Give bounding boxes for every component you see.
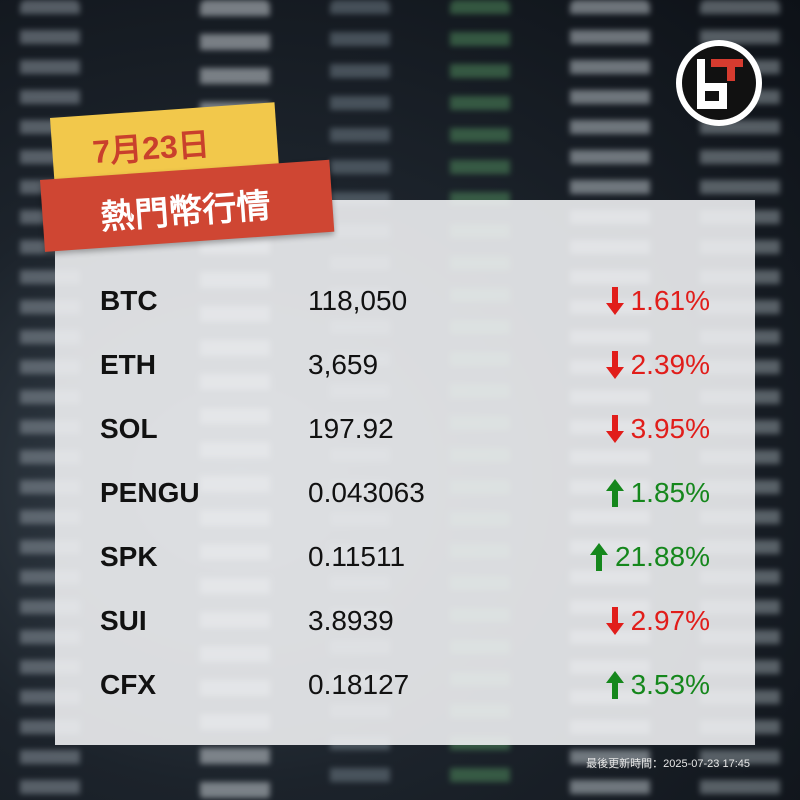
panel: [55, 200, 755, 745]
row: SUI 3.8939 2.97%: [55, 593, 755, 653]
change: 1.85%: [605, 477, 710, 509]
logo-accent: [711, 59, 743, 81]
arrow-down: [605, 415, 624, 443]
row: BTC 118,050 1.61%: [55, 273, 755, 333]
arrow-shape: [605, 415, 624, 443]
row: SOL 197.92 3.95%: [55, 401, 755, 461]
price: 3.8939: [308, 605, 394, 636]
arrow-down: [605, 287, 624, 315]
change: 2.97%: [605, 605, 710, 637]
change-value: 2.97%: [630, 605, 710, 636]
arrow-up: [605, 479, 624, 507]
arrow-shape: [590, 543, 609, 571]
change-value: 21.88%: [615, 541, 710, 572]
row: SPK 0.11511 21.88%: [55, 529, 755, 589]
row: ETH 3,659 2.39%: [55, 337, 755, 397]
arrow-shape: [605, 671, 624, 699]
change: 3.95%: [605, 413, 710, 445]
logo-b: [697, 59, 727, 109]
change: 3.53%: [605, 669, 710, 701]
date: 7月23日: [91, 125, 211, 171]
change-value: 3.95%: [630, 413, 710, 444]
symbol: ETH: [100, 349, 156, 380]
price: 0.11511: [308, 541, 406, 572]
price: 118,050: [308, 285, 408, 316]
arrow-up: [590, 543, 609, 571]
change: 21.88%: [589, 541, 710, 573]
title: 熱門幣行情: [99, 187, 272, 237]
arrow-shape: [605, 607, 624, 635]
change-value: 3.53%: [630, 669, 710, 700]
footer: 最後更新時間：2025-07-23 17:45: [586, 758, 750, 770]
row: CFX 0.18127 3.53%: [55, 657, 755, 717]
symbol: BTC: [100, 285, 158, 316]
arrow-shape: [605, 351, 624, 379]
price: 3,659: [308, 349, 379, 380]
arrow-down: [605, 607, 624, 635]
arrow-up: [605, 671, 624, 699]
change: 2.39%: [605, 349, 710, 381]
arrow-shape: [605, 479, 624, 507]
change-value: 1.61%: [630, 285, 710, 316]
logo: [676, 40, 762, 126]
arrow-shape: [605, 287, 624, 315]
symbol: PENGU: [100, 477, 200, 508]
change-value: 2.39%: [630, 349, 710, 380]
symbol: SUI: [100, 605, 147, 636]
change-value: 1.85%: [630, 477, 710, 508]
symbol: CFX: [100, 669, 156, 700]
row: PENGU 0.043063 1.85%: [55, 465, 755, 525]
change: 1.61%: [605, 285, 710, 317]
price: 0.043063: [308, 477, 425, 508]
arrow-down: [605, 351, 624, 379]
price: 0.18127: [308, 669, 410, 700]
price: 197.92: [308, 413, 394, 444]
symbol: SPK: [100, 541, 158, 572]
symbol: SOL: [100, 413, 158, 444]
